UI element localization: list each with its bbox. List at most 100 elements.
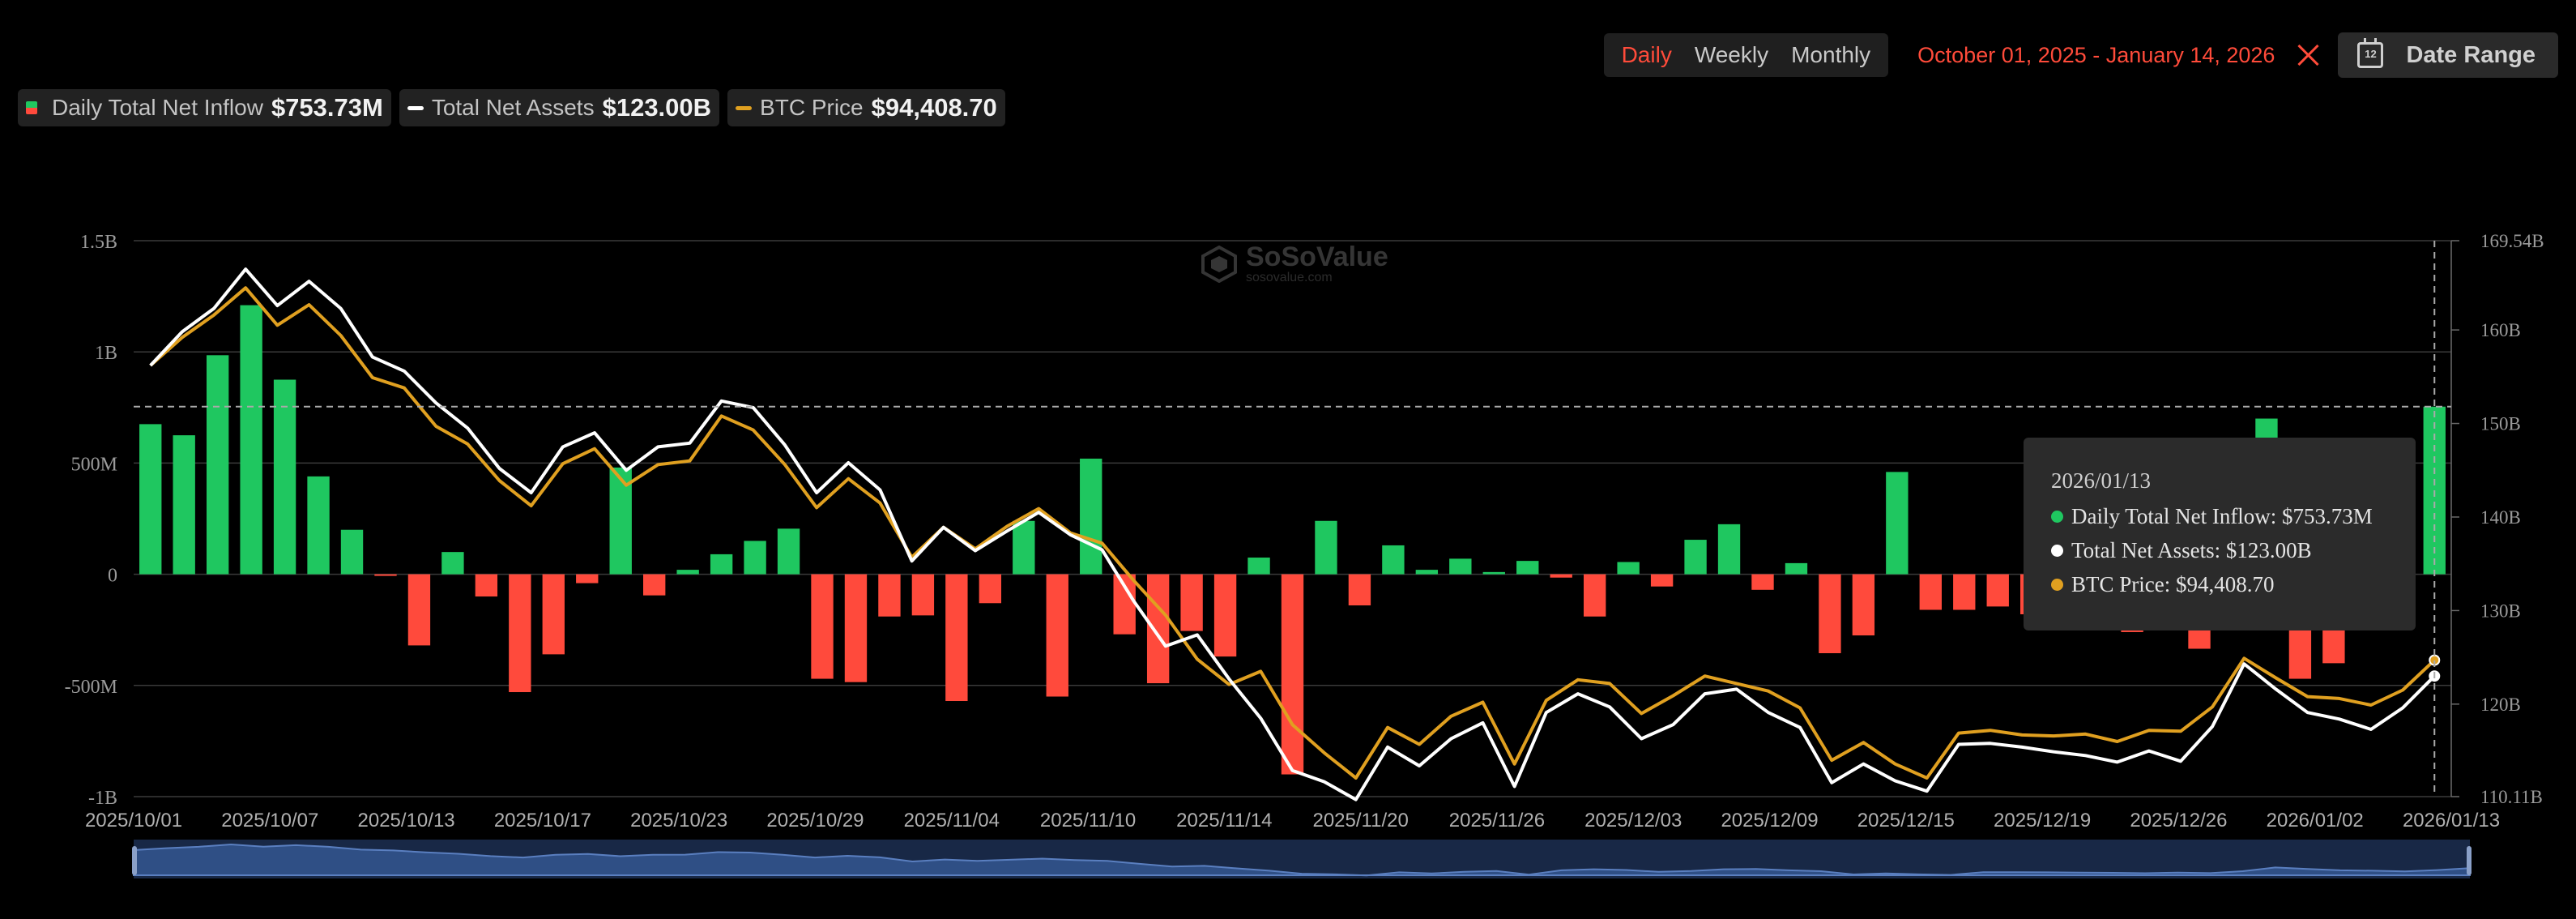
legend-total-net-assets[interactable]: Total Net Assets $123.00B	[399, 89, 720, 126]
x-tick-label: 2025/11/26	[1449, 810, 1545, 831]
inflow-bar	[475, 574, 498, 597]
legend-value: $753.73M	[271, 93, 383, 122]
inflow-bars	[139, 305, 2446, 775]
legend-value: $94,408.70	[871, 93, 997, 122]
inflow-bar	[576, 574, 599, 583]
sosovalue-logo-icon	[1201, 246, 1237, 283]
inflow-bar	[1315, 520, 1337, 575]
inflow-bar	[509, 574, 531, 693]
legend-btc-price[interactable]: BTC Price $94,408.70	[727, 89, 1005, 126]
legend-label: BTC Price	[760, 95, 864, 120]
inflow-bar	[1684, 540, 1707, 575]
x-tick-label: 2025/10/23	[630, 810, 727, 831]
x-tick-label: 2026/01/13	[2403, 810, 2500, 831]
x-tick-label: 2025/11/20	[1312, 810, 1408, 831]
inflow-bar	[1550, 574, 1572, 578]
inflow-bar	[1819, 574, 1841, 654]
inflow-bar	[1415, 570, 1439, 575]
inflow-bar	[1852, 574, 1875, 636]
x-tick-label: 2025/12/26	[2130, 810, 2227, 831]
inflow-bar	[1013, 520, 1035, 575]
tooltip-text: Total Net Assets: $123.00B	[2071, 538, 2312, 562]
period-daily-button[interactable]: Daily	[1621, 42, 1672, 67]
chart-axes: 1.5B 1B 500M 0 -500M -1B 169.54B 160B 150B 140B 13…	[65, 231, 2544, 831]
period-monthly-button[interactable]: Monthly	[1791, 42, 1871, 67]
inflow-bar	[1751, 574, 1774, 590]
x-tick-label: 2025/11/04	[904, 810, 1000, 831]
tooltip-date: 2026/01/13	[2051, 468, 2152, 493]
x-tick-label: 2026/01/02	[2267, 810, 2364, 831]
legend-label: Total Net Assets	[431, 95, 595, 120]
y-right-tick-label: 120B	[2480, 695, 2521, 715]
tooltip-row-inflow: Daily Total Net Inflow: $753.73M	[2051, 504, 2373, 529]
y-right-tick-label: 140B	[2480, 507, 2521, 528]
inflow-bar	[777, 528, 800, 575]
watermark-brand: SoSoValue	[1246, 242, 1388, 272]
bar-swatch-icon	[26, 101, 37, 114]
inflow-bar	[1516, 561, 1539, 575]
selected-date-range: October 01, 2025 - January 14, 2026	[1917, 42, 2275, 67]
x-tick-label: 2025/12/19	[1994, 810, 2091, 831]
x-tick-label: 2025/10/07	[221, 810, 318, 831]
date-range-label: Date Range	[2406, 41, 2535, 68]
inflow-bar	[878, 574, 901, 617]
tooltip-dot	[2051, 545, 2063, 557]
range-slider-track[interactable]	[134, 840, 2470, 878]
inflow-bar	[676, 570, 699, 575]
y-right-tick-label: 160B	[2480, 320, 2521, 340]
inflow-bar	[1785, 562, 1808, 575]
inflow-bar	[1146, 574, 1170, 684]
inflow-bar	[1247, 558, 1270, 575]
inflow-bar	[945, 574, 968, 702]
tooltip-row-assets: Total Net Assets: $123.00B	[2051, 538, 2312, 563]
tooltip-row-price: BTC Price: $94,408.70	[2051, 572, 2275, 597]
inflow-bar	[206, 355, 229, 575]
tooltip-text: BTC Price: $94,408.70	[2071, 572, 2275, 596]
inflow-bar	[542, 574, 565, 655]
x-tick-label: 2025/11/14	[1176, 810, 1272, 831]
y-left-tick-label: 500M	[71, 454, 117, 475]
y-right-tick-label: 130B	[2480, 601, 2521, 621]
inflow-bar	[1348, 574, 1371, 606]
btc-price-line	[149, 286, 2436, 780]
inflow-bar	[1449, 558, 1472, 575]
inflow-bar	[273, 379, 296, 575]
y-left-tick-label: 1B	[95, 343, 117, 364]
x-tick-label: 2025/12/09	[1721, 810, 1818, 831]
inflow-bar	[407, 574, 431, 646]
inflow-bar	[1886, 472, 1909, 575]
legend-daily-net-inflow[interactable]: Daily Total Net Inflow $753.73M	[18, 89, 391, 126]
tooltip-text: Daily Total Net Inflow: $753.73M	[2071, 504, 2373, 528]
inflow-bar	[1281, 574, 1304, 775]
inflow-bar	[139, 424, 162, 575]
period-weekly-button[interactable]: Weekly	[1694, 42, 1769, 67]
inflow-bar	[374, 574, 397, 576]
inflow-bar	[1382, 545, 1405, 575]
inflow-bar	[1650, 574, 1674, 587]
inflow-bar	[1180, 574, 1203, 631]
y-right-tick-label: 150B	[2480, 414, 2521, 434]
inflow-bar	[1213, 574, 1237, 657]
x-tick-label: 2025/10/13	[358, 810, 455, 831]
line-swatch-icon	[407, 105, 424, 110]
inflow-bar	[340, 529, 364, 575]
x-tick-label: 2025/12/15	[1857, 810, 1955, 831]
line-swatch-icon	[736, 105, 753, 110]
x-tick-label: 2025/10/29	[766, 810, 864, 831]
inflow-bar	[1717, 524, 1741, 575]
inflow-bar	[240, 305, 262, 575]
legend-value: $123.00B	[602, 93, 712, 122]
inflow-bar	[307, 476, 330, 575]
total-net-assets-line	[149, 267, 2436, 801]
date-range-button[interactable]: 12 Date Range	[2338, 32, 2558, 78]
chart-legend: Daily Total Net Inflow $753.73M Total Ne…	[18, 89, 1013, 126]
y-left-tick-label: 1.5B	[80, 232, 117, 253]
inflow-bar	[911, 574, 935, 616]
inflow-bar	[844, 574, 868, 682]
calendar-icon: 12	[2357, 38, 2384, 68]
x-tick-label: 2025/12/03	[1584, 810, 1682, 831]
tooltip-dot	[2051, 579, 2063, 591]
inflow-bar	[1617, 562, 1640, 575]
x-tick-label: 2025/10/01	[85, 810, 182, 831]
